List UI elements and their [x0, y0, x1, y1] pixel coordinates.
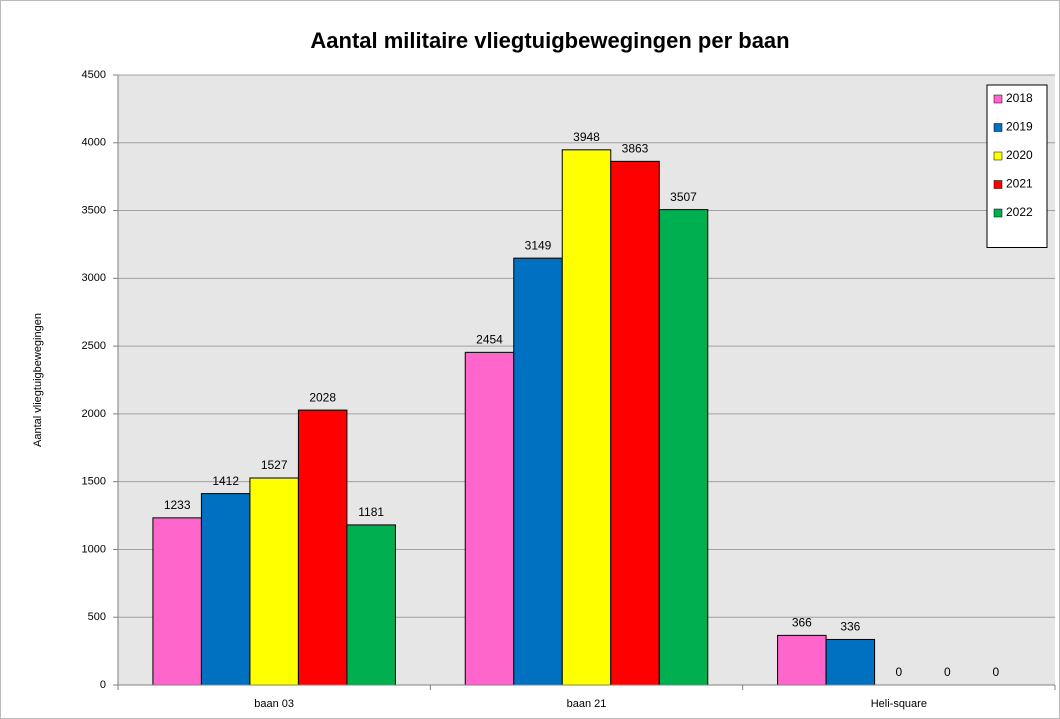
- bar: [777, 634, 827, 686]
- data-label: 1181: [358, 505, 384, 519]
- y-tick-label: 3500: [82, 204, 106, 216]
- x-tick-label: baan 21: [567, 698, 607, 710]
- bar: [513, 257, 563, 686]
- legend-label: 2018: [1006, 91, 1033, 105]
- legend: 2018 2019 2020 2021 2022: [986, 84, 1048, 248]
- bar: [200, 493, 251, 686]
- legend-label: 2019: [1006, 120, 1033, 134]
- legend-swatch: [993, 94, 1003, 104]
- y-tick-label: 1500: [82, 476, 106, 488]
- chart-title: Aantal militaire vliegtuigbewegingen per…: [310, 28, 789, 53]
- bar: [610, 160, 660, 686]
- data-label: 3507: [670, 190, 697, 204]
- data-label: 1233: [164, 498, 191, 512]
- legend-swatch: [993, 180, 1003, 189]
- bar: [346, 524, 396, 686]
- y-tick-label: 3000: [82, 272, 106, 284]
- legend-label: 2020: [1006, 148, 1033, 162]
- y-tick-label: 0: [100, 679, 106, 691]
- data-label: 0: [944, 665, 951, 679]
- bar: [825, 638, 876, 686]
- y-tick-label: 2500: [82, 340, 106, 352]
- bar: [658, 209, 709, 686]
- data-label: 366: [792, 616, 812, 630]
- bar: [561, 149, 612, 686]
- y-tick-label: 1000: [82, 543, 106, 555]
- data-label: 2028: [309, 390, 336, 404]
- bar: [249, 477, 299, 686]
- legend-swatch: [993, 151, 1003, 161]
- x-tick-label: Heli-square: [871, 698, 927, 710]
- data-label: 0: [895, 665, 902, 679]
- data-label: 3863: [622, 142, 649, 156]
- data-label: 3948: [573, 130, 600, 144]
- data-label: 1527: [261, 458, 288, 472]
- y-tick-label: 4000: [82, 137, 106, 149]
- bar: [464, 351, 515, 686]
- y-tick-label: 4500: [82, 69, 106, 81]
- bars: 1233 1412 1527 2028 1181 2454 3149 3948 3863 3507…: [152, 130, 999, 686]
- data-label: 336: [840, 620, 860, 634]
- legend-swatch: [993, 208, 1003, 218]
- legend-swatch: [993, 123, 1003, 132]
- legend-box: [986, 84, 1048, 248]
- bar: [297, 409, 348, 686]
- data-label: 0: [992, 665, 999, 679]
- data-label: 3149: [525, 238, 552, 252]
- y-axis-label: Aantal vliegtuigbewegingen: [32, 313, 44, 447]
- bar: [152, 517, 202, 686]
- data-label: 1412: [212, 474, 239, 488]
- x-tick-label: baan 03: [254, 698, 294, 710]
- legend-label: 2022: [1006, 205, 1033, 219]
- y-tick-label: 500: [88, 611, 106, 623]
- legend-label: 2021: [1006, 177, 1033, 191]
- y-tick-label: 2000: [82, 408, 106, 420]
- data-label: 2454: [476, 333, 503, 347]
